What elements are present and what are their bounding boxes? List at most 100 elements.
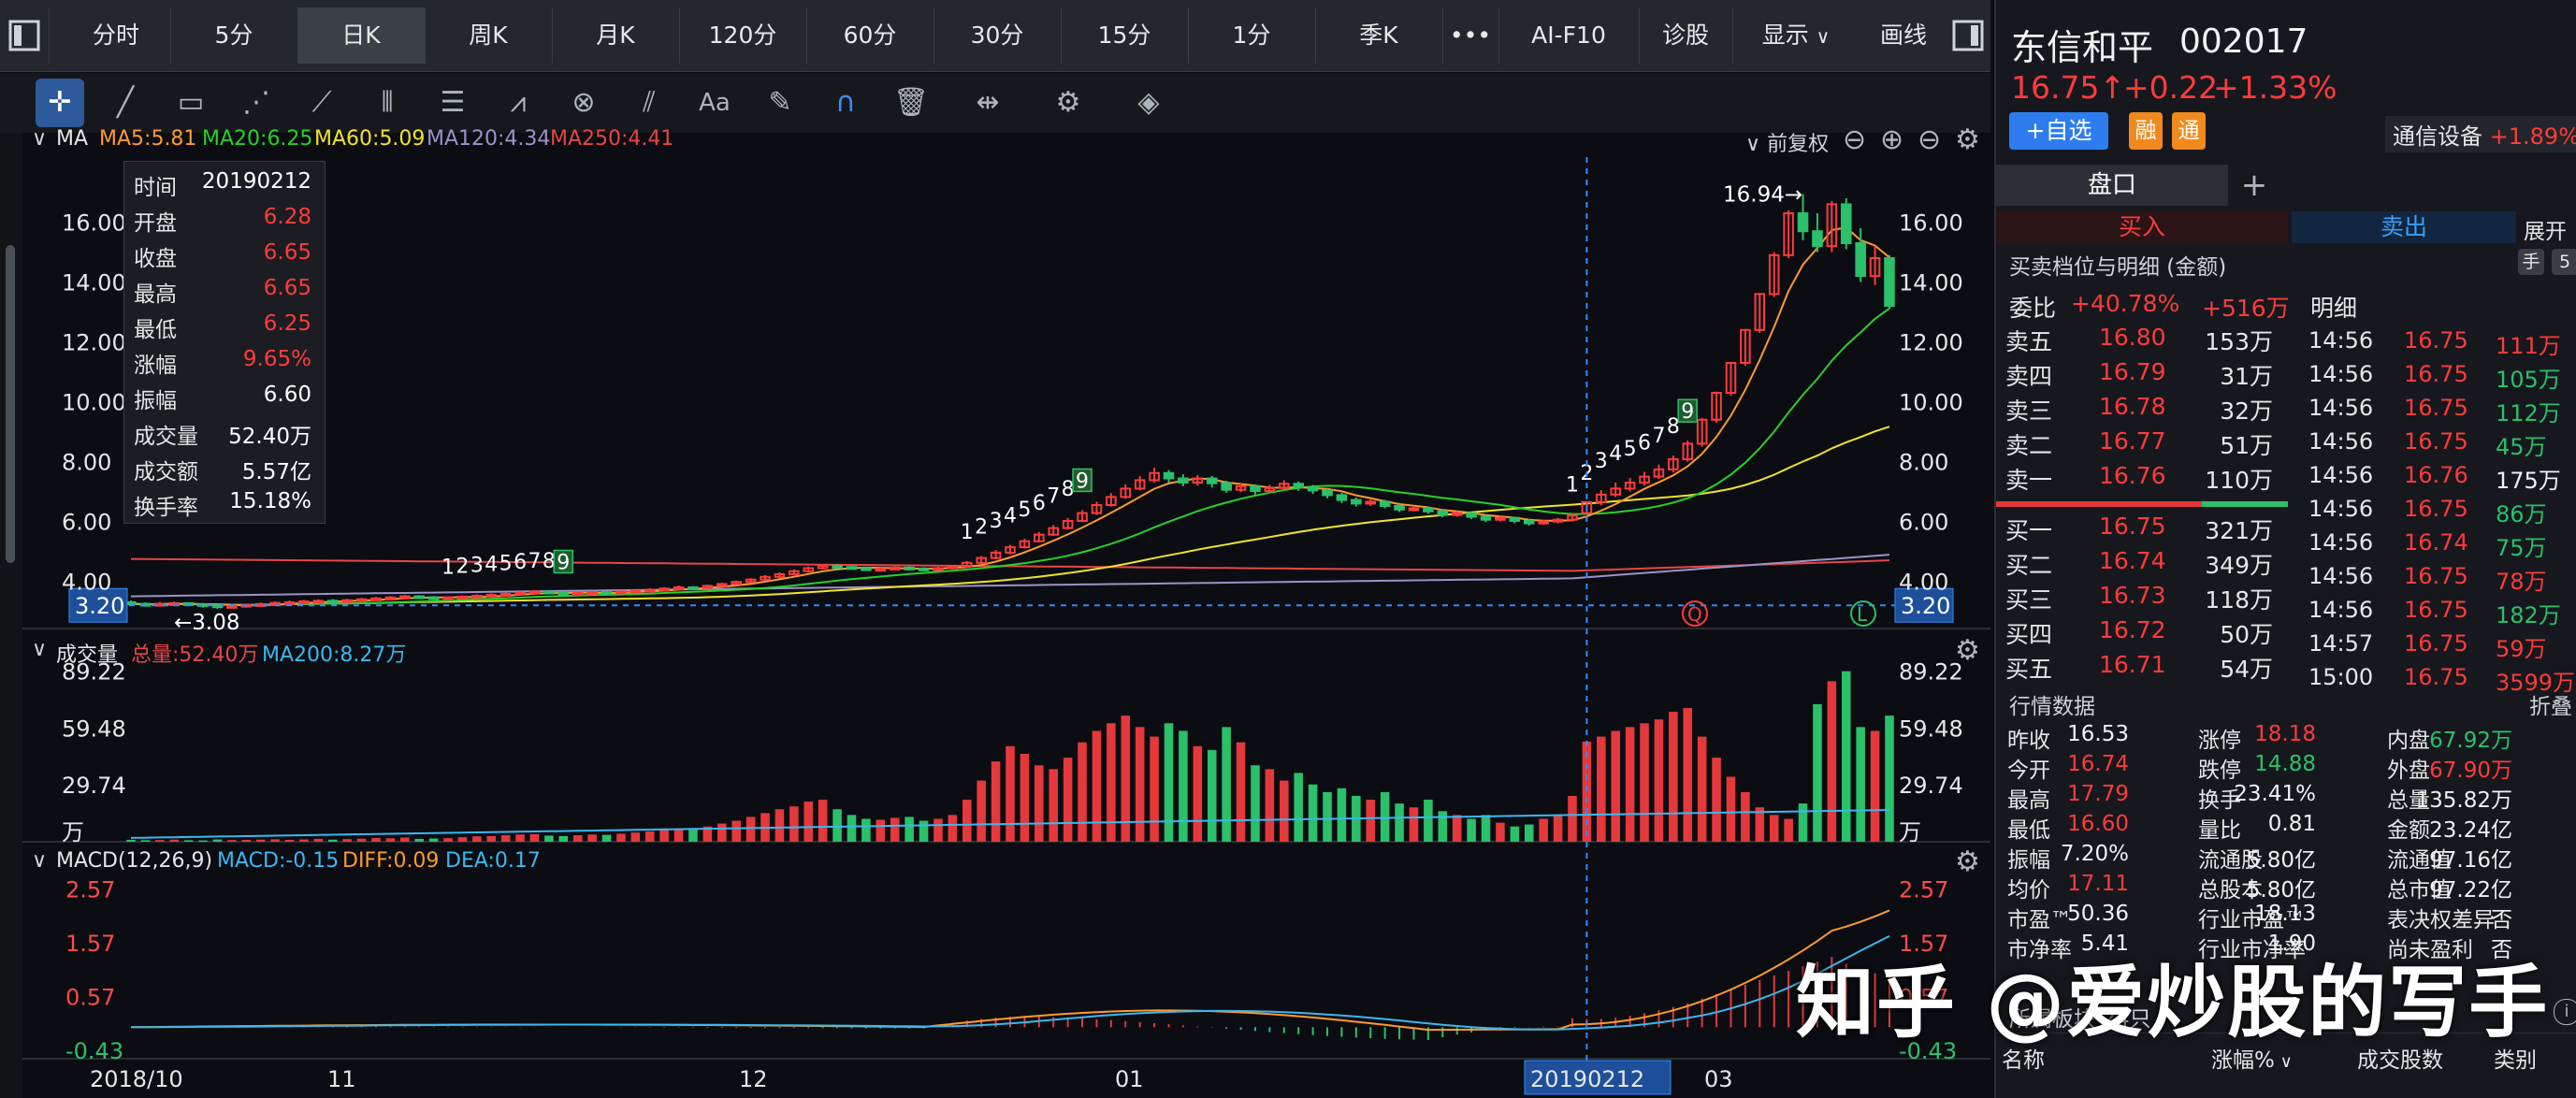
market-value: 50.36 (2067, 902, 2129, 926)
split-icon[interactable]: ⇹ (976, 86, 1000, 119)
candle-body (1264, 486, 1276, 492)
kline-collapse-icon[interactable]: ∨ (32, 127, 48, 151)
tab-period-13[interactable]: 诊股 (1639, 7, 1733, 64)
candle-body (1840, 203, 1852, 244)
plus-circle-icon[interactable]: ⊕ (1880, 123, 1904, 156)
col-shares-header[interactable]: 成交股数 (2357, 1048, 2443, 1073)
candle-body (803, 567, 815, 572)
sell-tab[interactable]: 卖出 (2292, 211, 2516, 243)
chevron-down-icon: ∨ (1745, 133, 1761, 156)
tab-orderbook[interactable]: 盘口 (1996, 165, 2228, 206)
scrollbar-thumb[interactable] (6, 245, 15, 563)
level-count-button[interactable]: 5 (2552, 249, 2576, 275)
tooltip-value: 6.28 (263, 205, 311, 229)
tab-period-9[interactable]: 1分 (1188, 7, 1316, 64)
market-value: 18.18 (2254, 722, 2316, 746)
volume-collapse-icon[interactable]: ∨ (32, 638, 48, 661)
date-axis-label: 03 (1704, 1066, 1733, 1092)
market-key: 金额 (2387, 818, 2430, 843)
tab-period-8[interactable]: 15分 (1061, 7, 1189, 64)
candle-body (1869, 257, 1881, 278)
left-scroll-strip[interactable] (0, 133, 22, 1098)
trash-icon[interactable]: 🗑 (892, 86, 930, 119)
margin-badge[interactable]: 融 (2129, 112, 2163, 150)
market-value: 16.60 (2067, 812, 2129, 836)
fibonacci-icon[interactable]: ☰ (440, 86, 466, 119)
tab-period-4[interactable]: 月K (552, 7, 680, 64)
adjust-dropdown[interactable]: ∨ 前复权 (1745, 127, 1829, 157)
eraser-icon[interactable]: ✎ (768, 86, 792, 119)
kline-chart[interactable]: 1234567891234567891234567893.203.2016.94… (0, 0, 1990, 1098)
sidebar-toggle-icon[interactable] (0, 7, 50, 64)
connect-badge[interactable]: 通 (2172, 112, 2206, 150)
tab-period-5[interactable]: 120分 (679, 7, 807, 64)
candle-body (1725, 362, 1737, 394)
quote-panel: 东信和平 002017 16.75↑ +0.22 +1.33% +自选 融 通 … (1994, 0, 2576, 1098)
minus-circle-icon[interactable]: ⊖ (1843, 123, 1867, 156)
fan-tool-icon[interactable]: ⋰ (242, 86, 270, 119)
bid-row[interactable]: 买四 16.72 50万 (1996, 616, 2576, 650)
tab-period-11[interactable]: ••• (1442, 7, 1499, 64)
settings-gear-icon[interactable]: ⚙ (1955, 634, 1980, 667)
info-icon[interactable]: i (2554, 999, 2576, 1025)
buy-tab[interactable]: 买入 (1996, 211, 2288, 243)
settings-gear-icon[interactable]: ⚙ (1955, 845, 1980, 878)
industry-tag[interactable]: 通信设备 +1.89% (2385, 116, 2576, 152)
market-value: 7.20% (2060, 842, 2129, 866)
bid-row[interactable]: 买三 16.73 118万 (1996, 582, 2576, 615)
tab-period-2[interactable]: 日K (297, 7, 426, 64)
bid-row[interactable]: 买一 16.75 321万 (1996, 513, 2576, 546)
col-name-header[interactable]: 名称 (2002, 1048, 2045, 1073)
panel-toggle-icon[interactable] (1946, 7, 1990, 64)
ask-row[interactable]: 卖三 16.78 32万 (1996, 393, 2576, 426)
settings-gear-icon[interactable]: ⚙ (1955, 123, 1980, 156)
line-tool-icon[interactable]: ╱ (116, 86, 135, 119)
col-pct-header[interactable]: 涨幅% ∨ (2211, 1042, 2293, 1074)
add-tab-icon[interactable]: + (2240, 166, 2268, 204)
trade-volume: 175万 (2496, 468, 2561, 494)
polyline-tool-icon[interactable]: ⟋ (311, 86, 332, 119)
fold-button[interactable]: 折叠 (2529, 695, 2572, 719)
tooltip-key: 时间 (134, 176, 177, 200)
wave-tool-icon[interactable]: ⩘ (510, 86, 527, 119)
tab-period-6[interactable]: 60分 (806, 7, 934, 64)
minus-circle-icon[interactable]: ⊖ (1918, 123, 1942, 156)
candle-body (125, 601, 137, 605)
magnet-icon[interactable]: ∩ (835, 86, 856, 119)
volume-bar (1625, 727, 1635, 842)
tab-period-12[interactable]: AI-F10 (1498, 7, 1640, 64)
market-key: 总股本 (2198, 878, 2263, 903)
ratio-label: 委比 (2009, 295, 2057, 322)
ask-row[interactable]: 卖一 16.76 110万 (1996, 462, 2576, 496)
cycle-tool-icon[interactable]: ⊗ (572, 86, 596, 119)
tab-period-0[interactable]: 分时 (62, 7, 171, 64)
display-dropdown[interactable]: 显示 ∨ (1740, 7, 1852, 64)
tooltip-value: 52.40万 (228, 425, 311, 449)
settings-gear-icon[interactable]: ⚙ (1055, 86, 1081, 119)
ask-row[interactable]: 卖四 16.79 31万 (1996, 358, 2576, 392)
td-count-label: 3 (1595, 450, 1608, 473)
add-watchlist-button[interactable]: +自选 (2009, 112, 2108, 150)
tab-period-10[interactable]: 季K (1315, 7, 1443, 64)
volume-ma200: MA200:8.27万 (262, 643, 407, 667)
expand-button[interactable]: 展开 (2524, 220, 2567, 244)
layers-icon[interactable]: ◈ (1137, 86, 1160, 119)
hand-unit-button[interactable]: 手 (2518, 249, 2544, 275)
draw-line-button[interactable]: 画线 (1879, 22, 1927, 49)
ask-row[interactable]: 卖二 16.77 51万 (1996, 427, 2576, 461)
candle-body (413, 595, 425, 600)
parallel-lines-icon[interactable]: ⫴ (381, 86, 394, 119)
col-type-header[interactable]: 类别 (2494, 1048, 2537, 1073)
tab-period-7[interactable]: 30分 (933, 7, 1062, 64)
ask-row[interactable]: 卖五 16.80 153万 (1996, 324, 2576, 357)
rect-tool-icon[interactable]: ▭ (177, 86, 205, 119)
volume-bar (400, 837, 410, 842)
pitchfork-icon[interactable]: ⫽ (643, 86, 656, 119)
crosshair-icon[interactable]: ✛ (36, 79, 84, 127)
bid-row[interactable]: 买五 16.71 54万 (1996, 651, 2576, 685)
macd-collapse-icon[interactable]: ∨ (32, 849, 48, 873)
text-tool-icon[interactable]: Aa (699, 89, 731, 117)
volume-bar (371, 837, 381, 842)
bid-row[interactable]: 买二 16.74 349万 (1996, 547, 2576, 581)
tab-period-3[interactable]: 周K (425, 7, 553, 64)
